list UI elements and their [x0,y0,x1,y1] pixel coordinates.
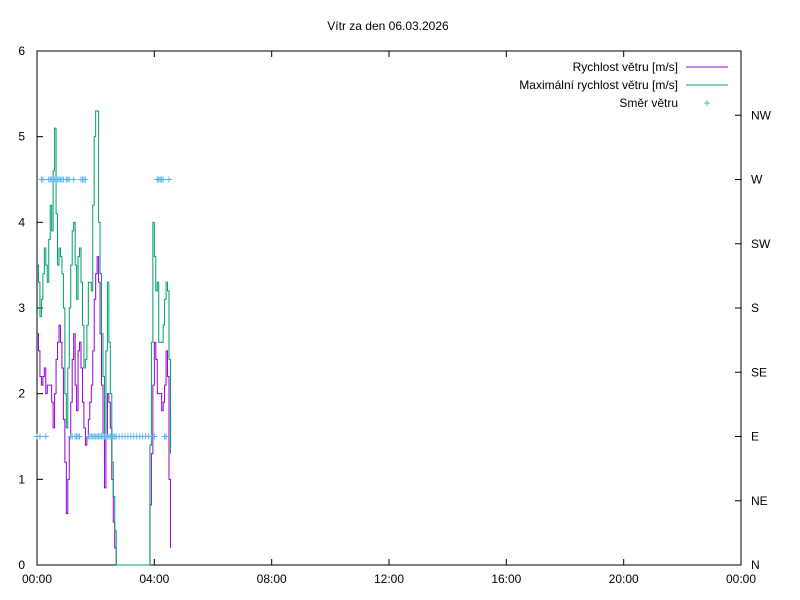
legend-swatch-direction [704,100,710,106]
axis-ticks: 00:00 04:00 08:00 12:00 16:00 20:00 00:0001234… [18,44,771,586]
y2-tick-label: NE [751,494,768,508]
direction-point [163,433,170,440]
y-tick-label: 4 [18,215,25,229]
y2-tick-label: W [751,173,763,187]
direction-point [166,176,172,183]
x-tick-label: 08:00 [257,572,287,586]
x-tick-label: 00:00 [726,572,756,586]
y2-tick-label: N [751,558,760,572]
chart-title: Vítr za den 06.03.2026 [327,19,449,33]
legend-label-speed: Rychlost větru [m/s] [573,60,678,74]
direction-point [42,433,49,440]
direction-point [36,433,43,440]
direction-point [151,433,158,440]
y-tick-label: 6 [18,44,25,58]
y-tick-label: 1 [18,472,25,486]
plot-frame [36,50,742,566]
plot-border [36,50,742,566]
y2-tick-label: SE [751,365,767,379]
series-line-gust [37,110,171,566]
y2-tick-label: E [751,430,759,444]
x-tick-label: 00:00 [22,572,52,586]
x-tick-label: 16:00 [491,572,521,586]
direction-point [82,176,89,183]
y2-tick-label: SW [751,237,771,251]
y-tick-label: 2 [18,387,25,401]
direction-point [160,176,167,183]
y2-tick-label: S [751,301,759,315]
legend-label-direction: Směr větru [619,96,678,110]
direction-point [76,433,83,440]
y2-tick-label: NW [751,108,772,122]
x-tick-label: 12:00 [374,572,404,586]
series-line-speed [37,256,171,566]
x-tick-label: 20:00 [609,572,639,586]
y-tick-label: 3 [18,301,25,315]
series-layer [34,110,172,566]
legend-label-gust: Maximální rychlost větru [m/s] [519,78,678,92]
y-tick-label: 5 [18,130,25,144]
direction-point [70,176,77,183]
legend: Rychlost větru [m/s] Maximální rychlost v… [519,60,728,110]
x-tick-label: 04:00 [139,572,169,586]
y-tick-label: 0 [18,558,25,572]
direction-point [39,176,46,183]
